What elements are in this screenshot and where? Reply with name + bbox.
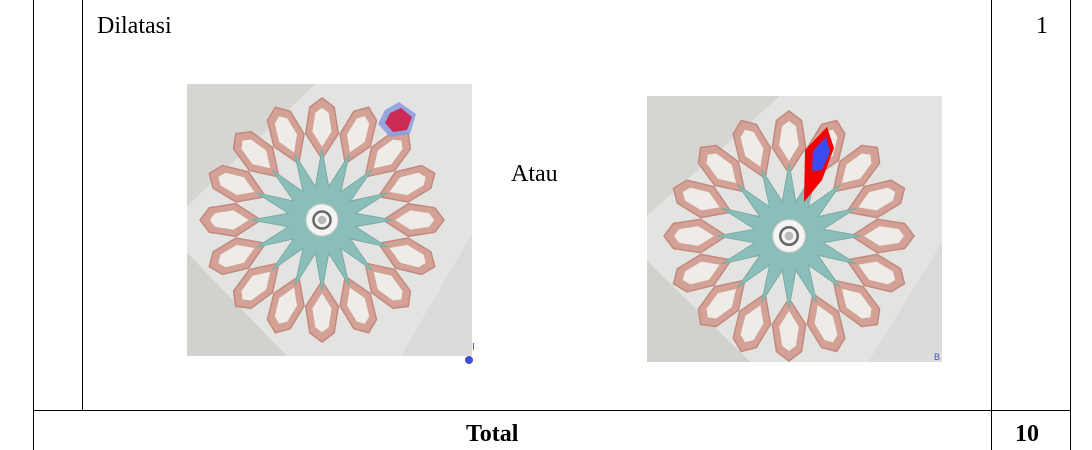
rosette-hub-center: [317, 215, 327, 225]
rosette-hub-ring: [312, 210, 332, 230]
rosette-hub-center: [784, 231, 794, 241]
rosette-petal-hole: [373, 271, 403, 301]
rosette-petal-hole: [389, 172, 426, 195]
rosette-petal-hole: [740, 305, 764, 343]
score-value: 1: [1036, 13, 1048, 39]
rosette-petal-hole: [274, 287, 297, 324]
rosette-petal-hole: [858, 261, 896, 285]
rosette-petal-hole: [312, 107, 332, 147]
rosette-petal-hole: [706, 153, 736, 183]
criteria-label: Dilatasi: [97, 13, 172, 39]
rosette-petal-hole: [842, 153, 872, 183]
rosette-petal-hole: [241, 271, 271, 301]
rosette-petal-hole: [218, 245, 255, 268]
rosette-dilation-right: B: [647, 96, 942, 362]
rosette-petal-hole: [218, 172, 255, 195]
rosette-petal-hole: [842, 289, 872, 319]
rosette-petal-hole: [740, 129, 764, 167]
dilation-filled-shape: [812, 137, 830, 171]
table-row-divider: [33, 410, 1071, 411]
rosette-petal-hole: [395, 210, 435, 230]
rosette-petal-hole: [864, 226, 904, 246]
dilation-center-point: [465, 356, 473, 364]
table-border-left: [33, 0, 34, 450]
rosette-petal-hole: [312, 293, 332, 333]
rosette-petal-hole: [682, 261, 720, 285]
total-score: 10: [1015, 421, 1039, 447]
rosette-petal-hole: [389, 245, 426, 268]
center-point-label: B: [934, 352, 940, 362]
rosette-petal-hole: [779, 311, 799, 351]
rosette-petal-hole: [674, 226, 714, 246]
rosette-petal-hole: [373, 139, 403, 169]
rosette-petal-hole: [241, 139, 271, 169]
total-label: Total: [466, 421, 519, 447]
rosette-dilation-left: I: [187, 84, 475, 364]
rosette-petal-hole: [209, 210, 249, 230]
rosette-petal-hole: [682, 187, 720, 211]
rosette-hub-ring: [779, 226, 799, 246]
corner-shade: [400, 233, 472, 356]
center-point-label: I: [472, 342, 475, 353]
or-label: Atau: [511, 161, 558, 187]
corner-shade: [868, 242, 942, 362]
table-border-score-col: [991, 0, 992, 450]
rosette-petal-hole: [814, 305, 838, 343]
rosette-petal-hole: [347, 287, 370, 324]
dilation-filled-shape: [385, 108, 412, 132]
table-border-right: [1070, 0, 1071, 450]
rosette-petal-hole: [779, 121, 799, 161]
rosette-petal-hole: [858, 187, 896, 211]
rosette-petal-hole: [347, 116, 370, 153]
rosette-petal-hole: [706, 289, 736, 319]
rosette-petal-hole: [274, 116, 297, 153]
table-border-inner-left: [82, 0, 83, 410]
